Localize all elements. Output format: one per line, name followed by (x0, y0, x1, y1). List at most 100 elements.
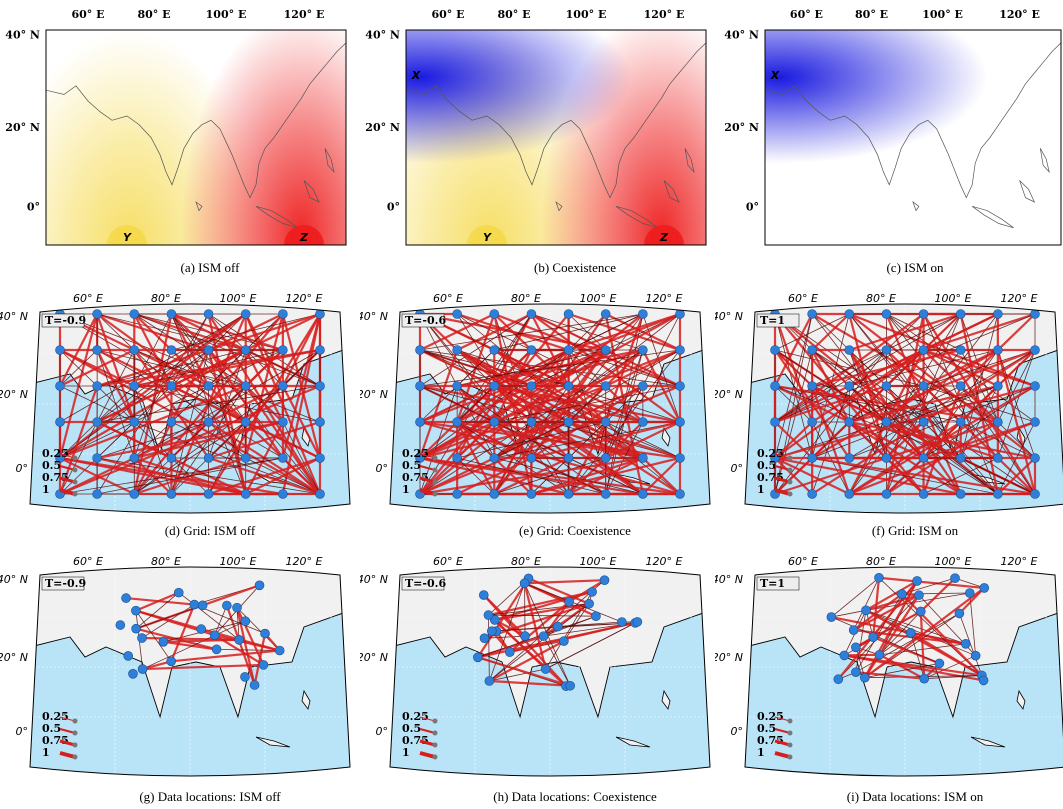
lon-tick-label: 100° E (580, 555, 617, 568)
lat-tick-label: 40° N (360, 310, 388, 323)
lat-tick-label: 20° N (715, 388, 743, 401)
network-node (881, 489, 892, 499)
network-node (278, 345, 288, 355)
network-node (955, 489, 966, 499)
network-node (526, 453, 537, 463)
lat-tick-label: 40° N (0, 310, 28, 323)
network-edge (530, 313, 681, 423)
network-node (638, 453, 648, 463)
marker-z-label: Z (659, 231, 669, 244)
network-node (129, 417, 140, 427)
nodes (826, 572, 990, 686)
network-node (92, 489, 102, 499)
panel-e: T=-0.6 0.25 0.5 0.75 1 60° E 80° E 100° E 120° E… (360, 282, 715, 522)
legend-swatch (774, 739, 791, 747)
network-node (173, 587, 184, 598)
lon-tick-label: 80° E (497, 8, 530, 21)
network-edge (831, 609, 867, 618)
network-node (240, 417, 251, 427)
network-node (538, 631, 549, 641)
network-node (489, 417, 500, 427)
network-node (563, 345, 574, 355)
legend-value: 1 (757, 483, 765, 496)
legend-dot (787, 455, 793, 461)
panel-d: T=-0.9 0.25 0.5 0.75 1 60° E 80° E 100° E 120° E… (0, 282, 355, 522)
network-edge (494, 619, 547, 670)
network-edge (997, 421, 1036, 459)
edges (773, 312, 1037, 496)
network-edge (864, 587, 985, 679)
legend-dot (432, 455, 438, 461)
network-node (599, 575, 610, 585)
legend-dot (72, 754, 78, 760)
lat-tick-label: 20° N (5, 121, 40, 134)
network-node (278, 417, 288, 427)
network-node (881, 417, 892, 427)
network-edge (245, 457, 321, 495)
lat-tick-label: 0° (387, 200, 400, 213)
network-node (918, 309, 929, 319)
network-node (315, 417, 325, 427)
network-edge (96, 420, 284, 460)
caption-a: (a) ISM off (180, 260, 240, 275)
network-node (526, 417, 537, 427)
network-node (234, 635, 244, 645)
network-node (600, 453, 611, 463)
lat-tick-label: 40° N (0, 573, 28, 586)
network-edge (135, 604, 203, 630)
network-map-h: T=-0.6 0.250.50.751 60° E 80° E 100° E 120° E… (360, 555, 711, 777)
legend-dot (787, 467, 793, 473)
network-node (638, 309, 648, 319)
network-node (115, 620, 126, 630)
network-edge (849, 349, 998, 387)
map-layer (30, 567, 350, 776)
network-node (563, 381, 574, 391)
network-node (638, 489, 648, 499)
network-node (918, 489, 929, 499)
network-node (844, 309, 855, 319)
lon-tick-label: 120° E (1001, 292, 1038, 305)
legend-swatch (774, 728, 791, 734)
network-edge (879, 632, 912, 656)
field-x-region (765, 30, 987, 164)
network-edge (134, 420, 284, 460)
network-edge (853, 577, 880, 631)
network-map-e: T=-0.6 0.250.50.751 60° E 80° E 100° E 120° E… (360, 292, 711, 514)
network-edge (59, 457, 283, 495)
network-node (197, 600, 208, 611)
network-edge (849, 385, 924, 423)
network-node (278, 381, 288, 391)
edges (125, 584, 281, 686)
network-node (955, 381, 966, 391)
field-map-b: Y Z X 60° E 80° E 100° E 120° E 40° N 20° N 0° (365, 8, 707, 246)
network-edge (774, 313, 814, 387)
map-frame (389, 303, 711, 514)
map-frame (405, 29, 707, 246)
legend-swatch (774, 476, 791, 484)
network-node (1030, 381, 1040, 391)
lat-tick-label: 20° N (360, 388, 388, 401)
lon-tick-label: 80° E (855, 8, 888, 21)
lat-tick-label: 40° N (715, 310, 743, 323)
network-node (860, 672, 870, 683)
network-edge (494, 421, 681, 459)
network-node (240, 381, 251, 391)
network-node (807, 345, 817, 355)
network-node (881, 345, 892, 355)
network-edge (531, 457, 606, 495)
network-edge (135, 609, 202, 631)
network-node (166, 345, 177, 355)
network-node (129, 309, 140, 319)
threshold-label: T=1 (760, 314, 785, 327)
field-z-region (181, 30, 346, 245)
network-edge (863, 594, 920, 679)
legend-dot (787, 754, 793, 760)
network-edge (97, 349, 246, 387)
map-frame (744, 303, 1063, 514)
network-node (632, 617, 643, 627)
lat-tick-label: 0° (16, 725, 29, 738)
network-edge (811, 348, 961, 388)
network-node (315, 309, 325, 319)
network-node (833, 674, 844, 685)
network-node (970, 650, 981, 661)
